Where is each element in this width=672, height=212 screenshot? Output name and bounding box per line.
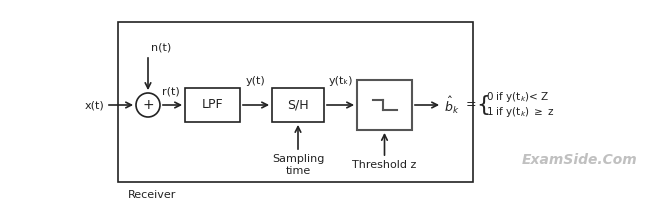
Text: y(t): y(t) [246, 76, 266, 86]
Text: Threshold z: Threshold z [352, 160, 417, 170]
Text: $\{$: $\{$ [476, 93, 489, 117]
Text: r(t): r(t) [162, 87, 179, 97]
Bar [272, 88, 324, 122]
Text: 0 if y(t$_k$)< Z: 0 if y(t$_k$)< Z [486, 90, 549, 104]
Text: y(tₖ): y(tₖ) [328, 76, 353, 86]
Text: LPF: LPF [202, 99, 223, 112]
Circle shape [136, 93, 160, 117]
Text: Sampling
time: Sampling time [271, 154, 324, 176]
Bar [118, 22, 473, 182]
Text: +: + [142, 98, 154, 112]
Text: x(t): x(t) [84, 100, 104, 110]
Text: ExamSide.Com: ExamSide.Com [522, 153, 638, 167]
Text: $\hat{b}_k$: $\hat{b}_k$ [444, 94, 460, 116]
Text: n(t): n(t) [151, 43, 171, 53]
Text: S/H: S/H [287, 99, 309, 112]
Bar [357, 80, 412, 130]
Text: =: = [466, 99, 476, 112]
Bar [185, 88, 240, 122]
Text: 1 if y(t$_k$) $\geq$ z: 1 if y(t$_k$) $\geq$ z [486, 105, 555, 119]
Text: Receiver: Receiver [128, 190, 176, 200]
